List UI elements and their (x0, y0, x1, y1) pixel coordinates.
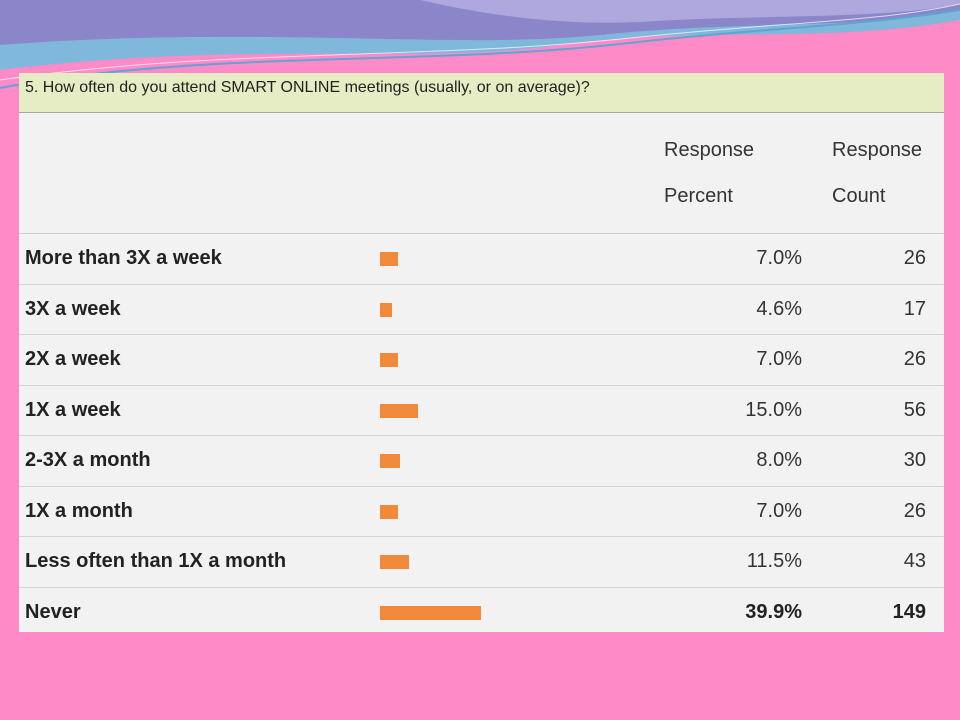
bar (380, 403, 418, 418)
column-header-row: Response Percent Response Count (19, 113, 944, 234)
response-count: 56 (903, 398, 926, 421)
wave-band-light (420, 0, 960, 23)
table-row: 1X a week 15.0% 56 (19, 386, 944, 436)
header-count-line2: Count (832, 185, 886, 207)
wave-line-light (0, 3, 960, 81)
response-count: 17 (903, 297, 926, 320)
bar (380, 504, 398, 519)
table-row: 2-3X a month 8.0% 30 (19, 436, 944, 487)
row-label: 1X a month (25, 499, 133, 522)
table-row: Less often than 1X a month 11.5% 43 (19, 537, 944, 588)
response-rows: More than 3X a week 7.0% 26 3X a week 4.6% 17… (19, 234, 944, 632)
response-count: 149 (892, 600, 926, 623)
row-label: 2X a week (25, 348, 121, 370)
response-count: 26 (903, 499, 926, 522)
response-count: 26 (903, 348, 926, 370)
response-percent: 7.0% (756, 348, 802, 370)
row-label: Less often than 1X a month (25, 550, 287, 572)
bar (380, 454, 401, 468)
row-label: Never (25, 600, 81, 623)
bar (380, 353, 398, 367)
table-row: 1X a month 7.0% 26 (19, 487, 944, 537)
row-label: 2-3X a month (25, 449, 151, 471)
background-waves (0, 0, 960, 89)
response-count: 43 (903, 550, 926, 572)
survey-results-table: 5. How often do you attend SMART ONLINE … (19, 73, 944, 632)
wave-line (0, 9, 960, 89)
response-percent: 39.9% (745, 600, 802, 623)
response-percent: 7.0% (756, 499, 802, 522)
header-percent-line1: Response (664, 139, 755, 161)
response-count: 26 (903, 247, 926, 269)
row-label: 3X a week (25, 297, 121, 320)
response-percent: 11.5% (746, 550, 802, 572)
header-percent-line2: Percent (664, 185, 733, 207)
row-label: 1X a week (25, 398, 121, 421)
table-row: More than 3X a week 7.0% 26 (19, 234, 944, 285)
response-percent: 15.0% (745, 398, 802, 421)
header-response-percent: Response Percent (664, 127, 754, 219)
bar (380, 252, 398, 266)
response-percent: 4.6% (756, 297, 802, 320)
response-count: 30 (903, 449, 926, 471)
row-label: More than 3X a week (25, 247, 222, 269)
table-row: 3X a week 4.6% 17 (19, 285, 944, 335)
question-title: 5. How often do you attend SMART ONLINE … (19, 73, 944, 113)
response-percent: 8.0% (756, 449, 802, 471)
bar (380, 302, 392, 317)
bar (380, 555, 410, 569)
header-count-line1: Response (832, 139, 923, 161)
table-row: Never 39.9% 149 (19, 588, 944, 633)
header-response-count: Response Count (832, 127, 922, 219)
response-percent: 7.0% (756, 247, 802, 269)
bar (380, 605, 481, 620)
table-row: 2X a week 7.0% 26 (19, 335, 944, 386)
